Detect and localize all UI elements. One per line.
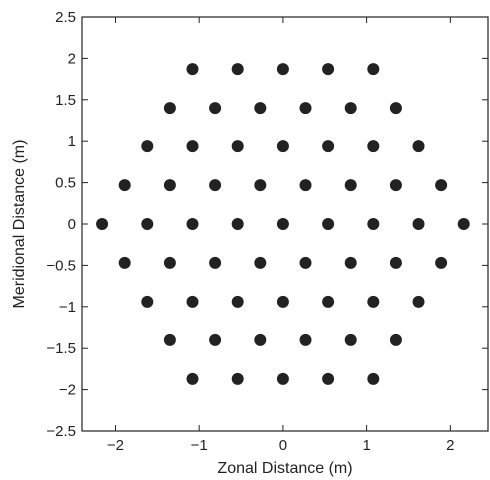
y-tick-label: −0.5 xyxy=(46,257,76,274)
data-point xyxy=(254,179,267,192)
data-point xyxy=(186,295,199,308)
data-point xyxy=(389,179,402,192)
data-point xyxy=(344,256,357,269)
data-point xyxy=(254,333,267,346)
data-point xyxy=(141,140,154,153)
data-point xyxy=(322,372,335,385)
data-point xyxy=(367,372,380,385)
data-point xyxy=(231,140,244,153)
data-point xyxy=(231,295,244,308)
data-point xyxy=(209,102,222,115)
data-point xyxy=(163,256,176,269)
x-tick-label: 0 xyxy=(279,437,287,454)
data-point xyxy=(344,179,357,192)
data-point xyxy=(163,333,176,346)
data-point xyxy=(276,295,289,308)
y-tick-label: 2 xyxy=(68,50,76,67)
x-tick-label: −2 xyxy=(107,437,124,454)
x-tick-label: 1 xyxy=(362,437,370,454)
data-point xyxy=(412,140,425,153)
data-point xyxy=(412,295,425,308)
data-point xyxy=(435,179,448,192)
y-tick-label: 0.5 xyxy=(55,175,76,192)
y-tick-label: 1.5 xyxy=(55,92,76,109)
data-point xyxy=(367,218,380,230)
data-point xyxy=(299,333,312,346)
data-point xyxy=(276,140,289,153)
data-point xyxy=(367,140,380,153)
y-tick-label: −2 xyxy=(59,382,76,399)
data-point xyxy=(344,333,357,346)
data-point xyxy=(163,179,176,192)
data-point xyxy=(118,256,131,269)
x-tick-label: 2 xyxy=(446,437,454,454)
data-point xyxy=(96,218,109,230)
y-tick-label: −1 xyxy=(59,299,76,316)
y-tick-label: 2.5 xyxy=(55,9,76,26)
data-point xyxy=(299,179,312,192)
data-point xyxy=(435,256,448,269)
data-point xyxy=(457,218,470,230)
y-axis-label: Meridional Distance (m) xyxy=(11,140,28,309)
y-tick-label: −1.5 xyxy=(46,340,76,357)
data-point xyxy=(322,218,335,230)
data-point xyxy=(367,295,380,308)
data-point xyxy=(231,63,244,76)
x-tick-label: −1 xyxy=(191,437,208,454)
data-point xyxy=(299,102,312,115)
data-point xyxy=(186,218,199,230)
data-point xyxy=(209,179,222,192)
y-tick-label: 1 xyxy=(68,133,76,150)
data-point xyxy=(276,372,289,385)
y-tick-label: 0 xyxy=(68,216,76,233)
data-point xyxy=(186,140,199,153)
plot-frame xyxy=(81,16,489,432)
data-point xyxy=(141,295,154,308)
data-point xyxy=(186,63,199,76)
data-point xyxy=(254,102,267,115)
x-tick-labels: −2 −1 0 1 2 xyxy=(107,437,455,454)
data-point xyxy=(322,63,335,76)
data-point xyxy=(276,218,289,230)
data-point xyxy=(141,218,154,230)
y-tick-label: −2.5 xyxy=(46,423,76,440)
data-point xyxy=(389,333,402,346)
data-point xyxy=(209,333,222,346)
data-point xyxy=(344,102,357,115)
data-point xyxy=(186,372,199,385)
data-point xyxy=(254,256,267,269)
data-point xyxy=(231,218,244,230)
data-point xyxy=(412,218,425,230)
data-point xyxy=(322,140,335,153)
data-point xyxy=(299,256,312,269)
data-point xyxy=(389,256,402,269)
data-point xyxy=(209,256,222,269)
data-point xyxy=(389,102,402,115)
data-points xyxy=(96,63,470,385)
y-tick-labels: −2.5 −2 −1.5 −1 −0.5 0 0.5 1 1.5 2 2.5 xyxy=(46,9,76,440)
data-point xyxy=(276,63,289,76)
data-point xyxy=(163,102,176,115)
data-point xyxy=(231,372,244,385)
data-point xyxy=(118,179,131,192)
x-axis-label: Zonal Distance (m) xyxy=(217,460,352,477)
data-point xyxy=(322,295,335,308)
data-point xyxy=(367,63,380,76)
